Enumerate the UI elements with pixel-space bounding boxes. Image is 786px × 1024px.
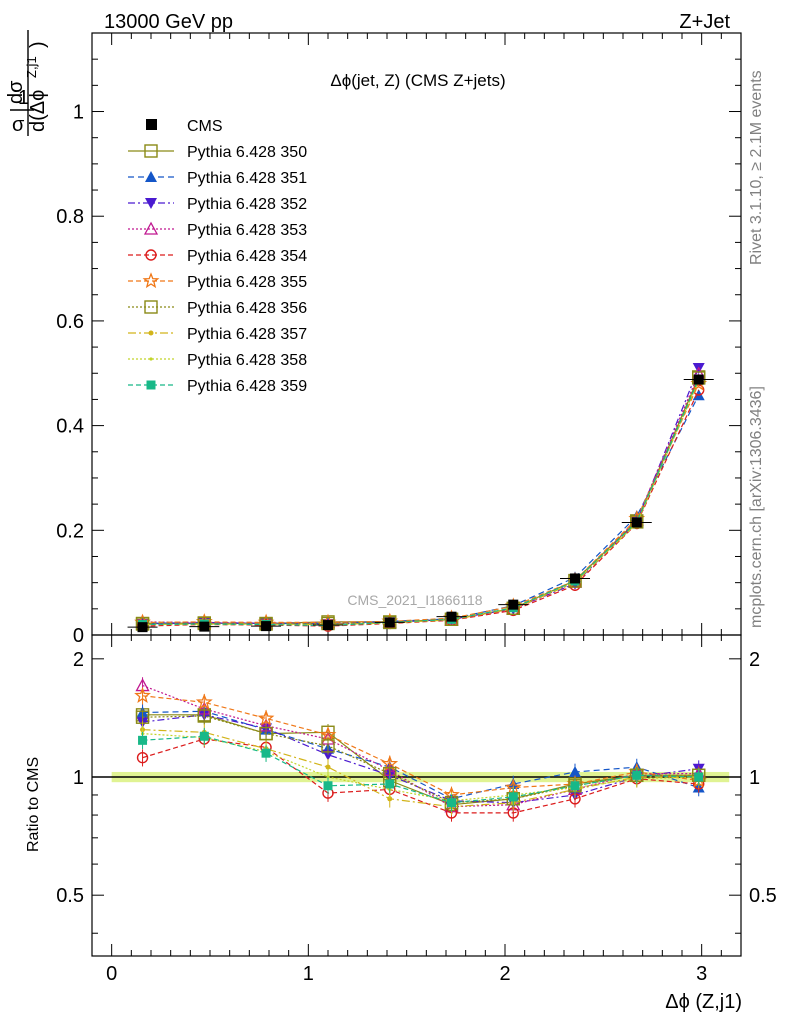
legend-marker xyxy=(145,198,157,209)
y-tick-label: 1 xyxy=(73,102,84,124)
svg-text:dσ: dσ xyxy=(5,80,27,104)
ratio-point xyxy=(632,770,642,780)
series-point xyxy=(630,515,644,529)
ratio-point xyxy=(323,781,333,791)
legend-label: Pythia 6.428 352 xyxy=(187,196,307,213)
ratio-point xyxy=(197,709,211,723)
series-line-main xyxy=(142,380,700,626)
ratio-point xyxy=(199,731,209,741)
series-line-ratio xyxy=(142,714,699,806)
mcplots-label: mcplots.cern.ch [arXiv:1306.3436] xyxy=(748,386,765,628)
ratio-frame xyxy=(91,634,742,957)
legend-marker xyxy=(145,171,157,182)
legend-marker xyxy=(142,272,160,289)
main-plot: 0 0.2 0.4 0.6 0.8 1 xyxy=(56,32,742,647)
header-left: 13000 GeV pp xyxy=(104,11,233,33)
ratio-point xyxy=(508,792,518,802)
legend-label: Pythia 6.428 356 xyxy=(187,300,307,317)
legend-label: Pythia 6.428 355 xyxy=(187,274,307,291)
ratio-point xyxy=(259,726,273,741)
legend-label: Pythia 6.428 351 xyxy=(187,170,307,187)
rivet-label: Rivet 3.1.10, ≥ 2.1M events xyxy=(748,70,765,265)
ratio-point xyxy=(326,775,330,779)
ratio-point xyxy=(387,796,393,802)
ratio-point xyxy=(569,765,582,777)
ratio-y-tick-label-right: 1 xyxy=(749,767,760,789)
legend-marker xyxy=(149,357,153,361)
svg-text:Z,j1: Z,j1 xyxy=(24,56,39,78)
series-line-ratio xyxy=(142,710,699,800)
ratio-point xyxy=(321,739,335,753)
header-right: Z+Jet xyxy=(679,11,730,33)
ratio-point xyxy=(134,686,151,703)
ratio-y-tick-label: 0.5 xyxy=(56,885,84,907)
ratio-point xyxy=(136,751,149,764)
ratio-point xyxy=(325,764,331,770)
legend-label: Pythia 6.428 353 xyxy=(187,222,307,239)
series-line-main xyxy=(142,367,700,625)
ratio-point xyxy=(138,735,148,745)
x-tick-label: 3 xyxy=(696,963,707,985)
series-line-main xyxy=(142,394,700,625)
x-tick-label: 2 xyxy=(499,963,510,985)
legend-marker xyxy=(144,144,158,158)
chart-title: Δϕ(jet, Z) (CMS Z+jets) xyxy=(330,71,505,90)
legend-marker xyxy=(148,330,154,336)
legend-marker xyxy=(146,380,156,390)
legend-marker xyxy=(143,221,159,235)
legend-marker-cms xyxy=(146,119,157,130)
ratio-point xyxy=(195,693,213,710)
svg-text:): ) xyxy=(27,41,49,48)
y-tick-label: 0.4 xyxy=(56,416,84,438)
series-line-ratio xyxy=(142,738,699,814)
series-line-main xyxy=(142,383,700,624)
ratio-point xyxy=(447,798,457,808)
legend-marker xyxy=(144,300,158,314)
series-line-ratio xyxy=(142,715,699,804)
legend-label: Pythia 6.428 359 xyxy=(187,378,307,395)
legend-marker xyxy=(145,249,157,261)
legend-label-cms: CMS xyxy=(187,118,223,135)
series-line-ratio xyxy=(142,733,699,802)
y-tick-label: 0 xyxy=(73,625,84,647)
legend-label: Pythia 6.428 350 xyxy=(187,144,307,161)
legend-label: Pythia 6.428 354 xyxy=(187,248,307,265)
y-tick-label: 0.2 xyxy=(56,520,84,542)
series-line-main xyxy=(142,389,700,627)
series-line-main xyxy=(142,376,700,625)
ratio-point xyxy=(261,748,271,758)
ratio-y-tick-label: 1 xyxy=(73,767,84,789)
y-tick-label: 0.8 xyxy=(56,206,84,228)
x-tick-label: 1 xyxy=(303,963,314,985)
series-line-ratio xyxy=(142,735,699,804)
y-tick-label: 0.6 xyxy=(56,311,84,333)
legend-label: Pythia 6.428 358 xyxy=(187,352,307,369)
ratio-point xyxy=(570,781,580,791)
ratio-point xyxy=(694,772,704,782)
x-axis-label: Δϕ (Z,j1) xyxy=(665,991,742,1013)
ratio-y-tick-label-right: 2 xyxy=(749,649,760,671)
legend-label: Pythia 6.428 357 xyxy=(187,326,307,343)
svg-text:d(Δϕ: d(Δϕ xyxy=(27,90,49,132)
series-line-main xyxy=(142,377,700,625)
main-ylabel: 1 σ d(Δϕ Z,j1 ) dσ xyxy=(5,30,49,136)
series-line-ratio xyxy=(142,714,699,804)
series-line-ratio xyxy=(142,729,699,808)
ratio-ylabel: Ratio to CMS xyxy=(25,757,42,852)
series-line-ratio xyxy=(142,695,699,796)
analysis-watermark: CMS_2021_I1866118 xyxy=(347,592,482,608)
ratio-y-tick-label: 2 xyxy=(73,649,84,671)
series-line-main xyxy=(142,379,700,626)
svg-text:σ: σ xyxy=(12,114,25,136)
ratio-point xyxy=(385,779,395,789)
ratio-plot: 0 1 2 3 0.5 0.5 1 1 2 2 xyxy=(56,635,777,985)
ratio-y-tick-label-right: 0.5 xyxy=(749,885,777,907)
x-tick-label: 0 xyxy=(106,963,117,985)
ratio-point xyxy=(257,709,275,726)
svg-text:1: 1 xyxy=(18,87,29,109)
legend: CMS Pythia 6.428 350 Pythia 6.428 351 Pythi… xyxy=(128,118,307,395)
series-line-main xyxy=(142,378,700,627)
series-line-main xyxy=(142,373,700,624)
